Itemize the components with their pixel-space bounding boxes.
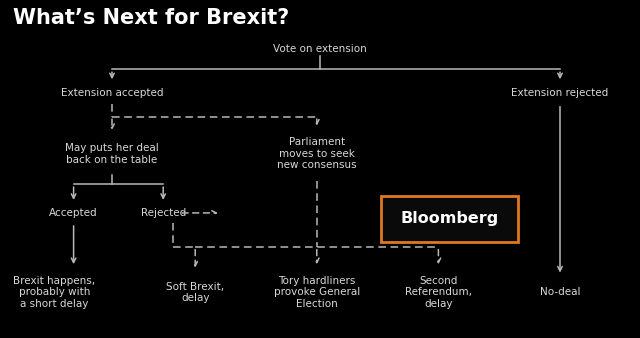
Text: Tory hardliners
provoke General
Election: Tory hardliners provoke General Election — [274, 276, 360, 309]
Text: Second
Referendum,
delay: Second Referendum, delay — [405, 276, 472, 309]
Text: May puts her deal
back on the table: May puts her deal back on the table — [65, 143, 159, 165]
FancyBboxPatch shape — [381, 196, 518, 242]
Text: Accepted: Accepted — [49, 208, 98, 218]
Text: Extension accepted: Extension accepted — [61, 88, 163, 98]
Text: Vote on extension: Vote on extension — [273, 44, 367, 54]
Text: Bloomberg: Bloomberg — [401, 211, 499, 226]
Text: Parliament
moves to seek
new consensus: Parliament moves to seek new consensus — [277, 137, 356, 170]
Text: Rejected: Rejected — [141, 208, 186, 218]
Text: Brexit happens,
probably with
a short delay: Brexit happens, probably with a short de… — [13, 276, 95, 309]
Text: No-deal: No-deal — [540, 287, 580, 297]
Text: What’s Next for Brexit?: What’s Next for Brexit? — [13, 8, 289, 28]
Text: Extension rejected: Extension rejected — [511, 88, 609, 98]
Text: Soft Brexit,
delay: Soft Brexit, delay — [166, 282, 224, 303]
